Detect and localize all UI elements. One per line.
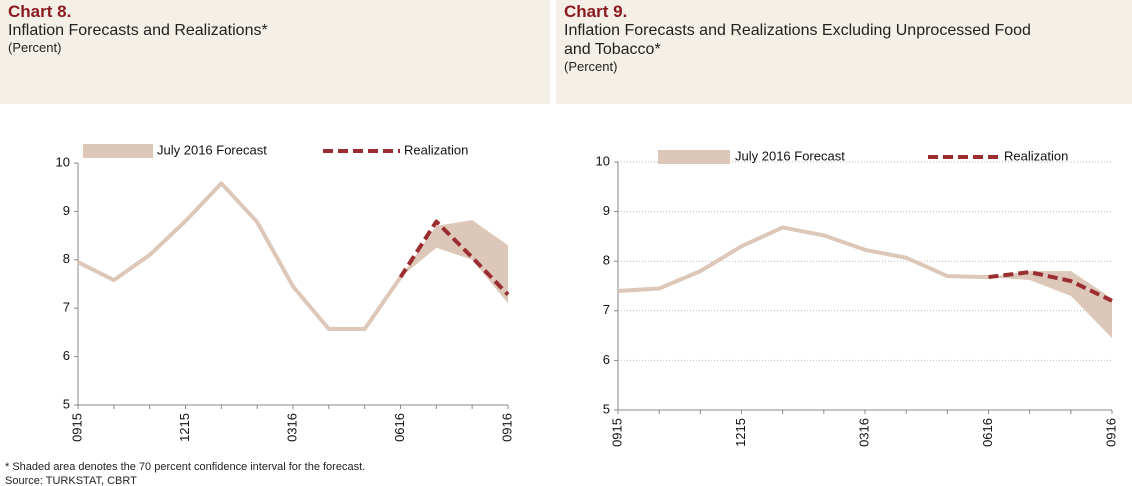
legend-label: July 2016 Forecast [735, 148, 845, 163]
x-tick-label: 0616 [980, 418, 995, 447]
x-tick-label: 0616 [392, 413, 407, 442]
y-tick-label: 8 [603, 253, 610, 268]
x-tick-label: 0915 [69, 413, 84, 442]
x-tick-label: 1215 [177, 413, 192, 442]
y-tick-label: 10 [596, 153, 610, 168]
legend-label: July 2016 Forecast [157, 142, 267, 157]
y-tick-label: 9 [63, 203, 70, 218]
legend-swatch [83, 144, 153, 158]
y-tick-label: 9 [603, 203, 610, 218]
y-tick-label: 8 [63, 251, 70, 266]
forecast-band [988, 271, 1112, 339]
realization-line [988, 270, 1113, 303]
x-tick-label: 0916 [499, 413, 514, 442]
forecast-band [400, 220, 508, 304]
unit-label: (Percent) [8, 40, 62, 55]
unit-label: (Percent) [564, 59, 618, 74]
y-tick-label: 6 [63, 348, 70, 363]
legend-label: Realization [404, 142, 468, 157]
legend-swatch [658, 150, 730, 164]
chart-header: Chart 9. Inflation Forecasts and Realiza… [556, 0, 1132, 104]
footnote: * Shaded area denotes the 70 percent con… [5, 461, 366, 473]
y-tick-label: 6 [603, 352, 610, 367]
x-tick-label: 1215 [733, 418, 748, 447]
y-tick-label: 7 [63, 300, 70, 315]
chart-header: Chart 8. Inflation Forecasts and Realiza… [0, 0, 550, 104]
x-tick-label: 0316 [856, 418, 871, 447]
y-tick-label: 5 [603, 401, 610, 416]
y-tick-label: 10 [56, 154, 70, 169]
source-note: Source: TURKSTAT, CBRT [5, 475, 137, 486]
chart-subtitle: Inflation Forecasts and Realizations* [8, 22, 268, 39]
chart-subtitle: Inflation Forecasts and Realizations Exc… [564, 22, 1031, 58]
y-tick-label: 7 [603, 302, 610, 317]
x-tick-label: 0915 [609, 418, 624, 447]
chart-title: Chart 8. [8, 2, 72, 21]
x-tick-label: 0916 [1103, 418, 1118, 447]
forecast-line [77, 181, 403, 332]
realization-line [398, 219, 510, 297]
chart-title: Chart 9. [564, 2, 628, 21]
y-tick-label: 5 [63, 396, 70, 411]
forecast-line [617, 225, 989, 293]
legend-label: Realization [1004, 148, 1068, 163]
x-tick-label: 0316 [284, 413, 299, 442]
